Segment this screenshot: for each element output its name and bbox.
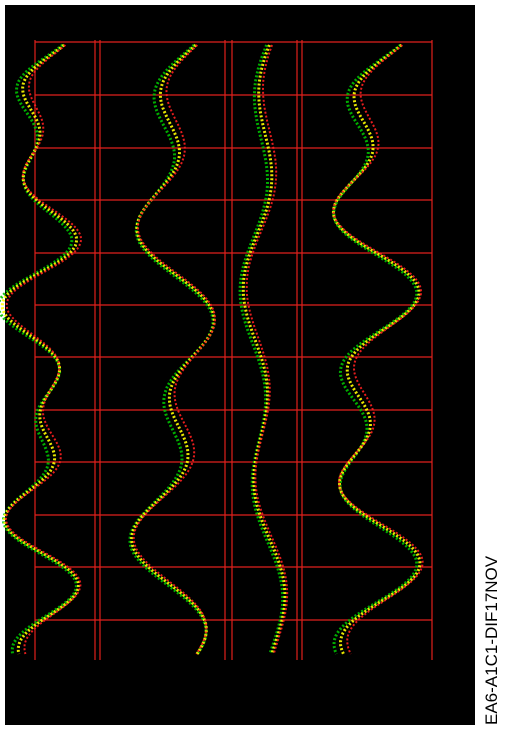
traces <box>0 43 424 655</box>
trace <box>130 43 216 655</box>
trace <box>238 44 285 655</box>
grid <box>34 40 433 660</box>
caption: EA6-A1C1-DIF17NOV <box>482 555 501 725</box>
trace <box>4 44 83 655</box>
trace <box>128 43 215 655</box>
trace <box>241 44 287 655</box>
trace <box>332 43 419 655</box>
trace <box>245 44 289 655</box>
plot-panel <box>5 5 475 725</box>
trace <box>132 44 217 655</box>
trace <box>331 43 422 655</box>
